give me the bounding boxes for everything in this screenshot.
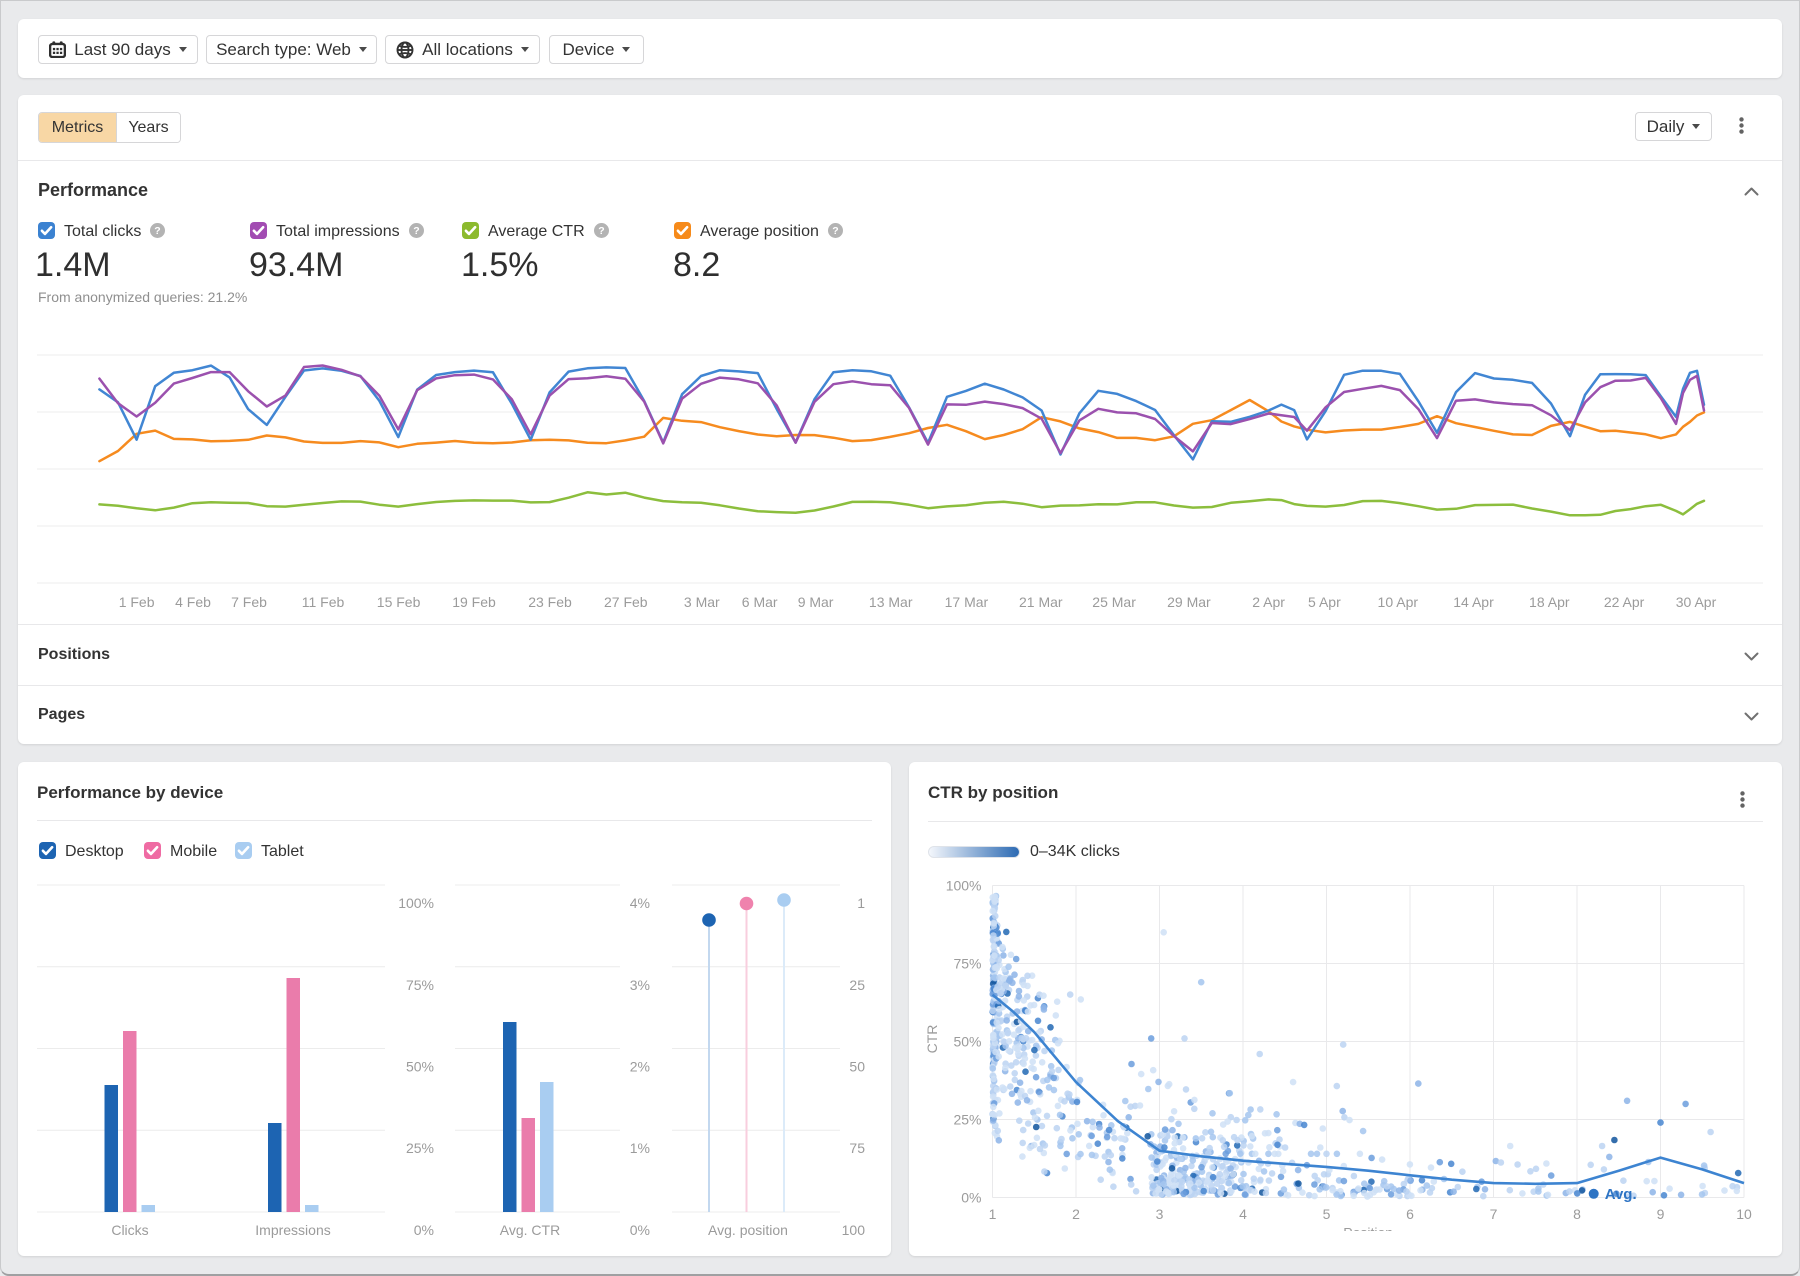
svg-text:100%: 100% [946,878,982,894]
svg-text:Impressions: Impressions [255,1222,330,1238]
svg-text:?: ? [598,225,604,237]
svg-text:15 Feb: 15 Feb [377,594,421,610]
svg-text:6 Mar: 6 Mar [742,594,778,610]
svg-text:23 Feb: 23 Feb [528,594,572,610]
svg-text:75: 75 [849,1140,865,1156]
svg-text:14 Apr: 14 Apr [1453,594,1494,610]
svg-text:3 Mar: 3 Mar [684,594,720,610]
svg-text:Avg. CTR: Avg. CTR [500,1222,560,1238]
svg-text:17 Mar: 17 Mar [945,594,989,610]
svg-text:2%: 2% [630,1059,650,1075]
svg-text:1%: 1% [630,1140,650,1156]
svg-text:18 Apr: 18 Apr [1529,594,1570,610]
svg-text:0%: 0% [630,1222,650,1238]
svg-text:7 Feb: 7 Feb [231,594,267,610]
svg-text:75%: 75% [406,977,434,993]
svg-text:1 Feb: 1 Feb [119,594,155,610]
svg-text:0%: 0% [414,1222,434,1238]
svg-text:50: 50 [849,1059,865,1075]
svg-text:0%: 0% [961,1190,981,1206]
svg-text:30 Apr: 30 Apr [1676,594,1717,610]
svg-text:4: 4 [1239,1206,1247,1222]
svg-text:6: 6 [1406,1206,1414,1222]
svg-text:50%: 50% [953,1034,981,1050]
svg-text:50%: 50% [406,1059,434,1075]
svg-text:13 Mar: 13 Mar [869,594,913,610]
svg-text:4 Feb: 4 Feb [175,594,211,610]
svg-text:Position: Position [1343,1225,1393,1232]
svg-text:29 Mar: 29 Mar [1167,594,1211,610]
svg-text:25%: 25% [953,1112,981,1128]
svg-text:?: ? [155,225,161,237]
svg-text:?: ? [413,225,419,237]
svg-text:21 Mar: 21 Mar [1019,594,1063,610]
svg-text:19 Feb: 19 Feb [452,594,496,610]
svg-text:Clicks: Clicks [111,1222,148,1238]
svg-text:10 Apr: 10 Apr [1378,594,1419,610]
svg-text:7: 7 [1490,1206,1498,1222]
svg-text:22 Apr: 22 Apr [1604,594,1645,610]
svg-text:75%: 75% [953,956,981,972]
svg-text:5 Apr: 5 Apr [1308,594,1341,610]
svg-text:Avg. position: Avg. position [708,1222,788,1238]
svg-text:3%: 3% [630,977,650,993]
svg-text:?: ? [832,225,838,237]
svg-text:3: 3 [1156,1206,1164,1222]
svg-text:9 Mar: 9 Mar [798,594,834,610]
svg-text:5: 5 [1323,1206,1331,1222]
svg-text:9: 9 [1657,1206,1665,1222]
svg-text:2: 2 [1072,1206,1080,1222]
svg-text:100%: 100% [398,895,434,911]
svg-text:100: 100 [842,1222,866,1238]
svg-text:Avg.: Avg. [1605,1186,1637,1203]
svg-text:25 Mar: 25 Mar [1092,594,1136,610]
svg-text:25: 25 [849,977,865,993]
svg-text:25%: 25% [406,1140,434,1156]
svg-text:4%: 4% [630,895,650,911]
svg-text:10: 10 [1736,1206,1752,1222]
svg-text:1: 1 [989,1206,997,1222]
svg-text:2 Apr: 2 Apr [1252,594,1285,610]
svg-text:27 Feb: 27 Feb [604,594,648,610]
svg-text:11 Feb: 11 Feb [302,594,345,610]
svg-text:1: 1 [857,895,865,911]
svg-text:CTR: CTR [924,1025,940,1054]
svg-text:8: 8 [1573,1206,1581,1222]
